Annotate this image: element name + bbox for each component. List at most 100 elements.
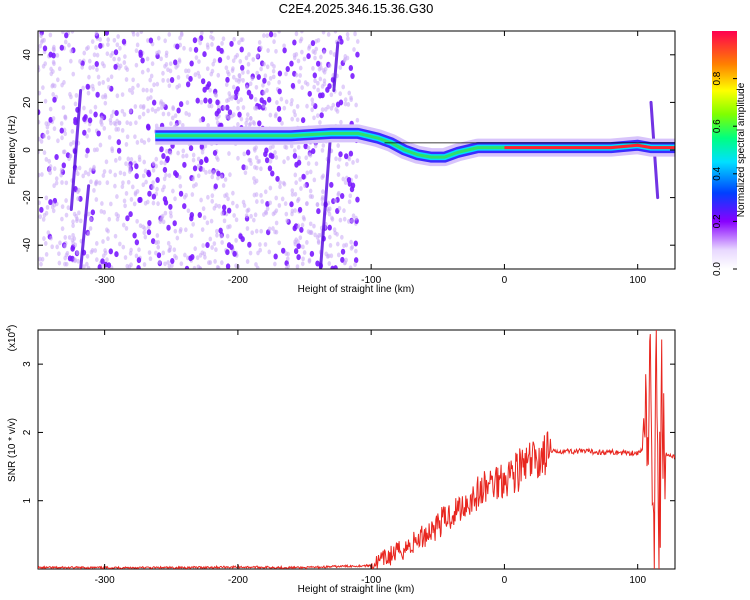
noise-blob [211, 170, 216, 175]
noise-blob [310, 107, 314, 113]
noise-blob [268, 200, 273, 206]
noise-blob [44, 252, 49, 257]
noise-blob [156, 252, 162, 259]
noise-blob [320, 147, 325, 153]
noise-blob [310, 101, 315, 107]
noise-blob [212, 58, 217, 64]
noise-blob [51, 52, 56, 59]
noise-blob [164, 62, 169, 67]
noise-blob [270, 61, 274, 67]
noise-blob [109, 201, 113, 207]
noise-blob [185, 81, 191, 88]
noise-blob [176, 107, 181, 114]
noise-blob [217, 56, 223, 63]
noise-blob [347, 90, 352, 96]
noise-blob [350, 73, 355, 80]
noise-blob [286, 155, 290, 161]
noise-blob [355, 158, 360, 164]
noise-blob [270, 170, 275, 177]
noise-blob [161, 219, 166, 225]
noise-blob [125, 215, 130, 222]
noise-blob [293, 208, 297, 214]
noise-blob [86, 45, 90, 50]
noise-blob [267, 165, 273, 172]
noise-blob [268, 75, 273, 81]
noise-blob [161, 77, 165, 83]
noise-blob [220, 41, 224, 46]
noise-blob [105, 257, 109, 263]
noise-blob [293, 172, 298, 178]
noise-blob [94, 31, 99, 37]
noise-blob [131, 31, 136, 37]
noise-blob [122, 112, 127, 117]
top-x-axis: -300 -200 -100 0 100 [95, 31, 646, 286]
noise-blob [111, 109, 116, 115]
noise-blob [227, 151, 231, 156]
noise-blob [94, 45, 98, 50]
noise-blob [74, 93, 79, 98]
noise-blob [188, 145, 194, 152]
noise-blob [90, 209, 96, 216]
noise-blob [338, 91, 343, 97]
noise-blob [349, 95, 353, 101]
noise-blob [88, 109, 93, 115]
noise-blob [163, 38, 167, 44]
noise-blob [299, 186, 303, 191]
noise-blob [107, 84, 111, 90]
noise-blob [85, 253, 90, 259]
noise-blob [254, 165, 259, 171]
noise-blob [104, 31, 110, 36]
colorbar-tick-label: 0.2 [712, 214, 723, 228]
noise-blob [153, 108, 158, 114]
noise-blob [217, 203, 222, 209]
noise-blob [320, 107, 325, 113]
noise-blob [304, 155, 309, 161]
noise-blob [146, 38, 150, 43]
noise-blob [50, 244, 54, 250]
noise-blob [220, 240, 224, 245]
noise-blob [106, 236, 110, 242]
noise-blob [318, 76, 323, 82]
noise-blob [57, 260, 62, 266]
noise-blob [127, 163, 131, 169]
noise-blob [228, 172, 232, 178]
noise-blob [158, 219, 163, 225]
noise-blob [101, 173, 106, 178]
noise-blob [91, 64, 96, 70]
noise-blob [306, 145, 311, 151]
noise-blob [278, 184, 282, 190]
noise-blob [297, 79, 301, 84]
noise-blob [81, 85, 85, 91]
noise-blob [226, 196, 230, 202]
noise-blob [86, 90, 91, 96]
noise-blob [109, 74, 114, 80]
noise-blob [308, 221, 313, 227]
noise-blob [136, 265, 141, 269]
noise-blob [190, 192, 195, 197]
noise-blob [38, 109, 41, 116]
noise-blob [200, 31, 204, 36]
noise-blob [67, 42, 71, 48]
noise-blob [220, 260, 224, 266]
noise-blob [316, 80, 320, 86]
noise-blob [159, 99, 164, 105]
noise-blob [52, 126, 57, 132]
noise-blob [140, 57, 145, 64]
noise-blob [289, 101, 294, 107]
noise-blob [221, 204, 227, 211]
noise-blob [268, 185, 273, 191]
noise-blob [202, 251, 207, 257]
noise-blob [338, 217, 343, 223]
noise-blob [289, 201, 294, 208]
noise-blob [290, 116, 294, 122]
noise-blob [144, 179, 148, 185]
noise-blob [235, 203, 239, 209]
noise-blob [164, 172, 168, 178]
noise-blob [98, 142, 103, 148]
noise-blob [350, 218, 354, 224]
noise-blob [101, 94, 105, 100]
noise-blob [209, 218, 214, 224]
noise-blob [220, 211, 225, 217]
noise-blob [193, 246, 198, 252]
noise-blob [173, 170, 178, 177]
